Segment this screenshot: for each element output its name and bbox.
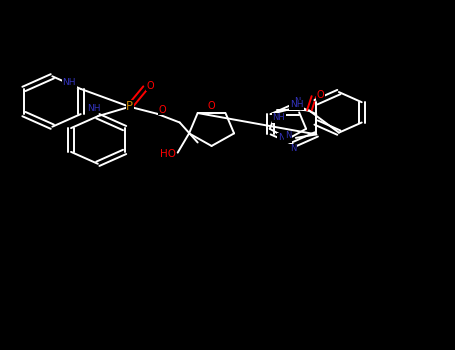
Text: NH: NH <box>87 104 101 113</box>
Text: N: N <box>294 97 300 106</box>
Text: NH: NH <box>63 78 76 87</box>
Text: N: N <box>285 131 291 140</box>
Text: NH: NH <box>278 133 291 142</box>
Text: NH: NH <box>273 113 285 122</box>
Text: O: O <box>147 81 154 91</box>
Text: N: N <box>290 144 297 153</box>
Text: P: P <box>126 100 133 113</box>
Text: O: O <box>317 90 324 100</box>
Text: NH: NH <box>290 100 303 109</box>
Text: HO: HO <box>160 149 176 159</box>
Text: O: O <box>159 105 166 114</box>
Text: O: O <box>208 101 215 111</box>
